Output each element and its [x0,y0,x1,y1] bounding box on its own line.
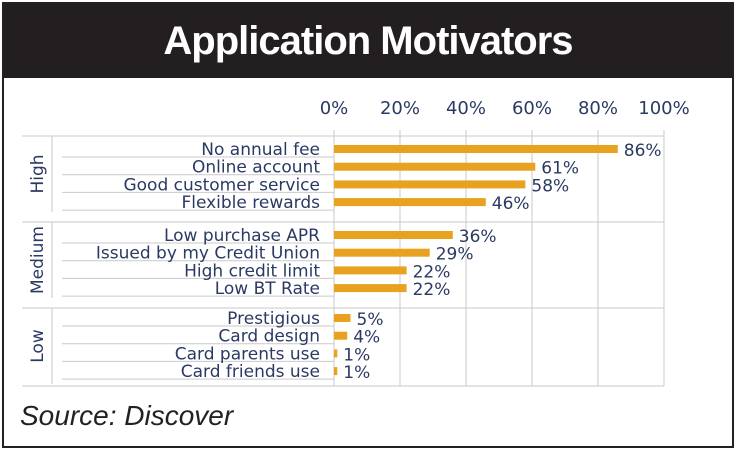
bar-chart: 0% 20% 40% 60% 80% 100% High No annual fee 86% On… [22,98,690,387]
bar [334,331,348,340]
value-label: 4% [353,328,380,348]
x-tick-label: 0% [320,98,349,119]
source-note: Source: Discover [20,400,234,431]
value-label: 61% [541,159,579,179]
bar [334,367,338,376]
bar [334,145,618,153]
bar [334,314,351,322]
category-label: Prestigious [227,309,320,329]
value-label: 36% [459,227,497,247]
category-label: Good customer service [123,175,320,195]
value-label: 58% [531,176,569,196]
category-label: High credit limit [184,261,320,281]
chart-frame: Application Motivators 0% 20% 40% 60% 80% 100… [2,2,734,448]
x-tick-label: 100% [638,98,689,119]
value-label: 5% [357,310,384,330]
x-tick-label: 80% [578,98,618,119]
category-label: Online account [192,158,320,178]
value-label: 22% [413,262,451,282]
bar [334,349,338,358]
x-tick-label: 20% [380,98,420,119]
value-label: 22% [413,280,451,300]
x-tick-label: 40% [446,98,486,119]
category-label: No annual fee [201,140,320,160]
group-label: Low [28,329,48,363]
x-tick-label: 60% [512,98,552,119]
category-label: Card parents use [175,344,320,364]
bar [334,198,486,207]
chart-title: Application Motivators [4,4,732,78]
bar [334,248,430,257]
category-label: Low purchase APR [164,226,320,246]
value-label: 1% [343,345,370,365]
value-label: 46% [492,194,530,214]
group-label: Medium [28,226,48,294]
group-label: High [28,154,48,193]
value-label: 29% [436,245,474,265]
category-label: Card design [218,327,320,347]
value-label: 1% [343,363,370,383]
bar [334,180,526,189]
value-label: 86% [624,141,662,161]
bar [334,162,536,171]
category-label: Flexible rewards [181,193,320,213]
category-label: Low BT Rate [215,279,320,299]
category-label: Card friends use [181,362,320,382]
category-label: Issued by my Credit Union [96,244,320,264]
bar [334,231,453,239]
bar [334,284,407,293]
bar [334,266,407,275]
